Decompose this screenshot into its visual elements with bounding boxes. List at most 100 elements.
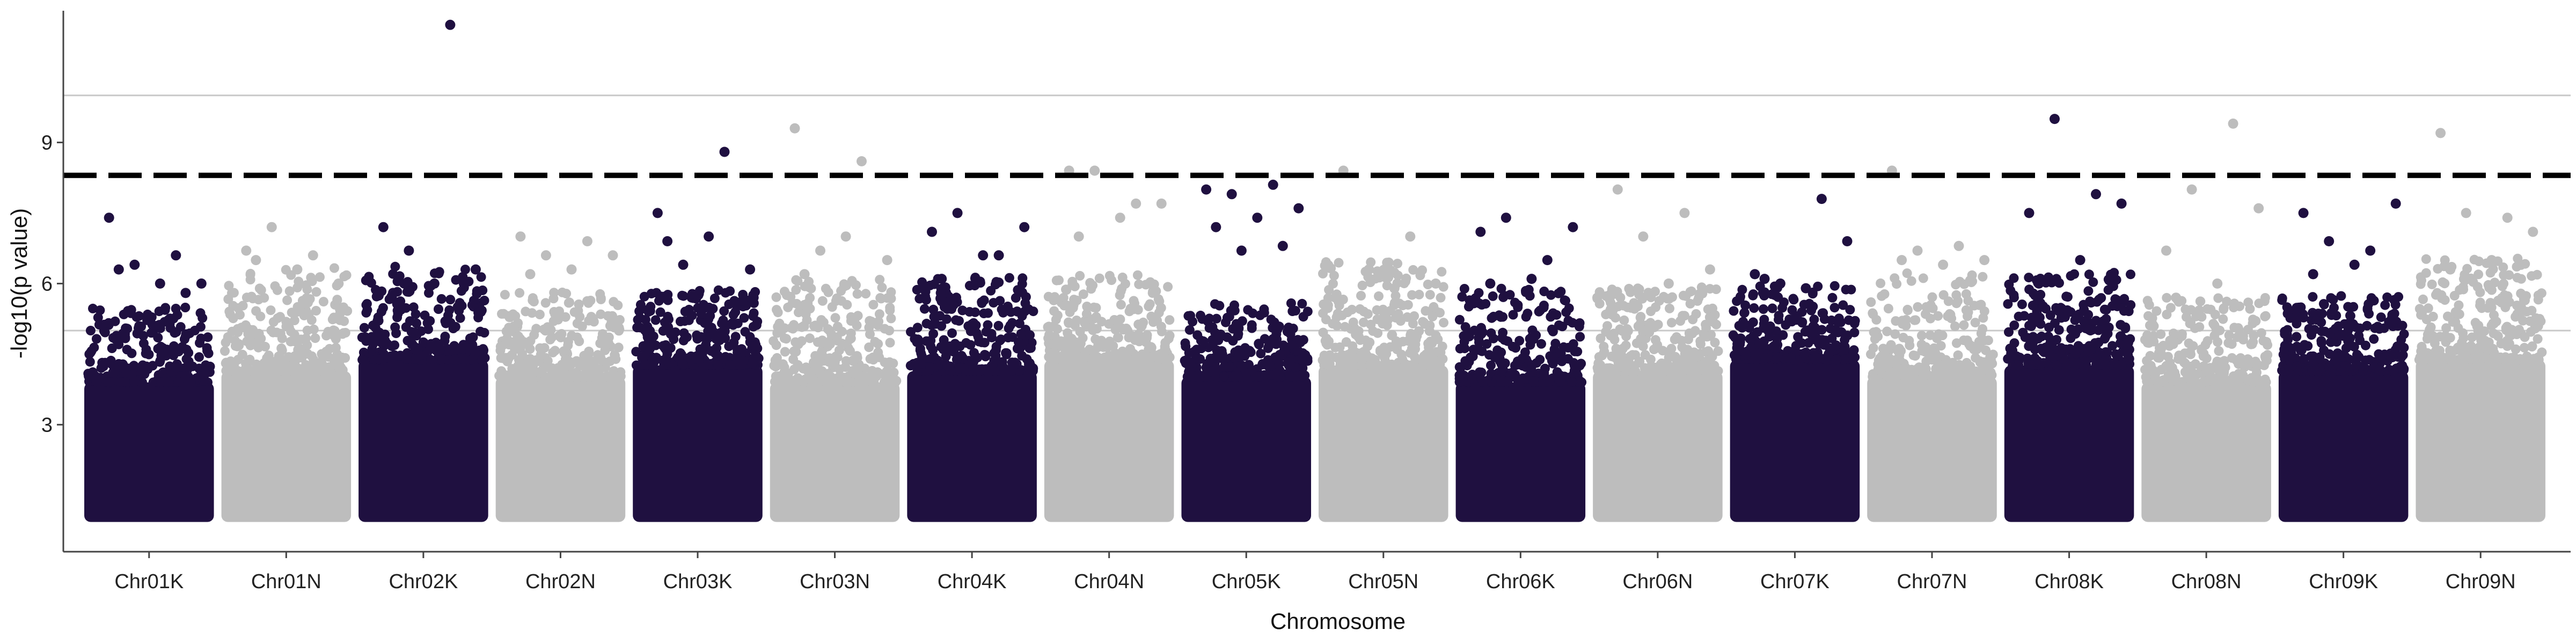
data-point (478, 355, 488, 365)
chromosome-band-Chr07N (1866, 165, 1998, 522)
data-point (1630, 366, 1640, 376)
data-point (2190, 377, 2200, 387)
chromosome-band-Chr01K (83, 213, 215, 522)
data-point (171, 363, 181, 372)
data-point (85, 357, 95, 367)
peak-point (582, 236, 592, 246)
data-point (709, 293, 720, 303)
data-point (2284, 364, 2294, 374)
data-point (737, 360, 747, 369)
data-point (467, 355, 477, 365)
data-point (2155, 377, 2165, 387)
data-point (127, 348, 137, 358)
data-point (1527, 331, 1538, 341)
data-point (1255, 310, 1265, 320)
data-point (1547, 355, 1557, 365)
data-point (2281, 342, 2291, 352)
data-point (632, 323, 642, 333)
peak-point (388, 288, 398, 298)
data-point (1789, 295, 1799, 305)
data-point (2428, 331, 2438, 341)
data-point (1779, 297, 1789, 308)
data-point (684, 304, 694, 314)
data-point (2061, 291, 2072, 302)
data-point (2263, 340, 2273, 350)
peak-point (799, 269, 810, 280)
data-point (936, 283, 946, 294)
data-point (661, 340, 671, 350)
data-point (575, 361, 585, 371)
data-point (260, 341, 270, 352)
data-point (1233, 329, 1243, 339)
peak-point (1201, 184, 1212, 195)
data-point (2024, 273, 2034, 283)
data-point (835, 364, 845, 374)
data-point (719, 306, 729, 316)
data-point (983, 308, 993, 318)
data-point (1159, 354, 1169, 364)
data-point (1817, 325, 1827, 335)
data-point (947, 328, 957, 338)
data-point (635, 313, 645, 323)
data-point (1934, 329, 1944, 339)
data-point (402, 335, 413, 346)
data-point (1072, 316, 1082, 325)
data-point (1071, 353, 1081, 362)
data-point (771, 292, 781, 302)
data-point (1513, 377, 1523, 387)
peak-point (2024, 208, 2035, 218)
data-point (1679, 311, 1689, 321)
data-point (951, 315, 961, 325)
data-point (241, 292, 252, 303)
data-point (169, 313, 179, 324)
data-point (1665, 303, 1674, 313)
peak-point (1612, 184, 1623, 195)
data-point (2307, 330, 2316, 340)
data-point (678, 291, 689, 301)
data-point (2114, 360, 2124, 370)
data-point (613, 342, 624, 353)
data-point (815, 357, 825, 367)
data-point (703, 326, 713, 336)
data-point (789, 346, 799, 356)
data-point (1400, 358, 1410, 369)
data-point (148, 377, 158, 387)
data-point (663, 322, 674, 332)
data-point (443, 310, 453, 320)
data-point (975, 366, 985, 376)
data-point (1517, 353, 1527, 363)
data-point (111, 334, 121, 345)
data-point (1737, 323, 1747, 333)
data-point (730, 307, 741, 317)
data-point (2318, 299, 2329, 309)
data-point (2014, 311, 2024, 321)
data-point (798, 363, 808, 374)
data-point (804, 369, 815, 379)
data-point (1243, 305, 1253, 315)
data-point (1555, 370, 1565, 380)
data-point (1891, 371, 1901, 381)
data-point (2389, 309, 2399, 319)
data-point (1051, 275, 1062, 286)
data-point (858, 371, 868, 381)
chromosome-band-Chr01N (220, 222, 353, 522)
data-point (1637, 294, 1648, 304)
data-point (311, 287, 321, 297)
peak-point (378, 222, 389, 232)
data-point (1347, 304, 1357, 314)
peak-point (1568, 222, 1578, 232)
data-point (1488, 291, 1498, 301)
data-point (297, 349, 308, 360)
data-point (928, 329, 939, 339)
data-point (655, 307, 665, 317)
data-point (867, 365, 877, 376)
data-point (221, 338, 231, 348)
point-cluster (1319, 365, 1448, 522)
data-point (2090, 338, 2100, 348)
data-point (1044, 352, 1054, 362)
data-point (2098, 316, 2108, 326)
data-point (1818, 308, 1828, 318)
peak-point (2116, 198, 2127, 209)
data-point (1832, 354, 1842, 364)
data-point (710, 348, 720, 358)
